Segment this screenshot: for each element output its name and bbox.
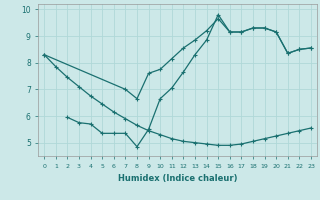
X-axis label: Humidex (Indice chaleur): Humidex (Indice chaleur) (118, 174, 237, 183)
